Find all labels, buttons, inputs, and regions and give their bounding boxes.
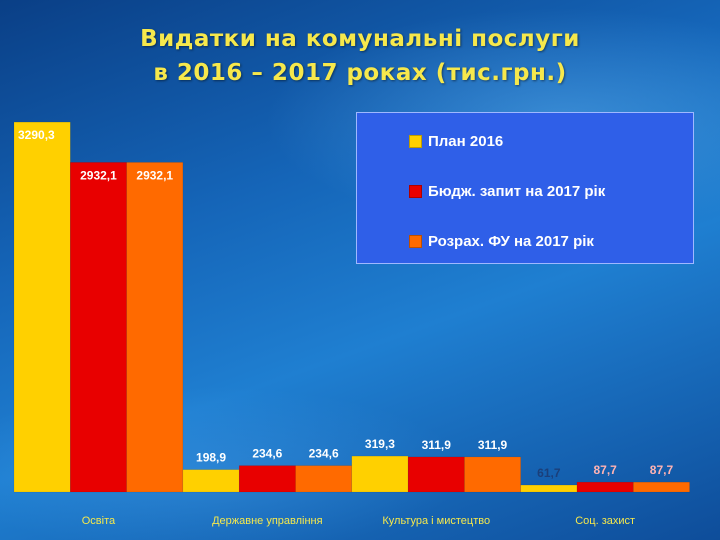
- data-label: 3290,3: [18, 128, 55, 142]
- legend-swatch: [409, 184, 422, 198]
- legend-label: Розрах. ФУ на 2017 рік: [428, 232, 594, 250]
- title-line-1: Видатки на комунальні послуги: [140, 26, 580, 52]
- bar: [295, 465, 353, 493]
- bar: [126, 162, 184, 493]
- data-label: 198,9: [196, 451, 226, 465]
- legend-item-fu-calc-2017: Розрах. ФУ на 2017 рік: [409, 231, 594, 251]
- bar: [464, 456, 521, 493]
- bar: [520, 484, 578, 493]
- title-line-2: в 2016 – 2017 роках (тис.грн.): [153, 60, 567, 86]
- data-label: 319,3: [365, 437, 395, 451]
- bar: [182, 469, 240, 493]
- bar: [407, 456, 465, 493]
- legend-item-budget-request-2017: Бюдж. запит на 2017 рік: [409, 181, 605, 201]
- category-label: Культура і мистецтво: [382, 515, 490, 527]
- category-label: Соц. захист: [575, 515, 635, 527]
- data-label: 87,7: [593, 463, 617, 477]
- bar: [13, 121, 71, 493]
- category-label: Державне управління: [212, 515, 323, 527]
- bar: [351, 455, 409, 493]
- chart-legend: План 2016 Бюдж. запит на 2017 рік Розрах…: [356, 112, 694, 264]
- category-label: Освіта: [82, 515, 116, 527]
- legend-label: План 2016: [428, 132, 504, 150]
- legend-swatch: [409, 134, 422, 148]
- legend-label: Бюдж. запит на 2017 рік: [428, 182, 606, 200]
- legend-swatch: [409, 234, 422, 248]
- data-label: 311,9: [478, 438, 508, 452]
- page-title: Видатки на комунальні послуги в 2016 – 2…: [0, 22, 720, 90]
- bar: [576, 481, 634, 493]
- legend-item-plan-2016: План 2016: [409, 131, 503, 151]
- bar: [238, 465, 296, 493]
- data-label: 311,9: [422, 438, 452, 452]
- data-label: 234,6: [252, 447, 282, 461]
- bar: [70, 162, 127, 493]
- data-label: 2932,1: [80, 168, 117, 182]
- data-label: 234,6: [309, 447, 339, 461]
- data-label: 87,7: [650, 463, 674, 477]
- bar: [633, 481, 690, 493]
- data-label: 2932,1: [136, 168, 173, 182]
- data-label: 61,7: [537, 466, 561, 480]
